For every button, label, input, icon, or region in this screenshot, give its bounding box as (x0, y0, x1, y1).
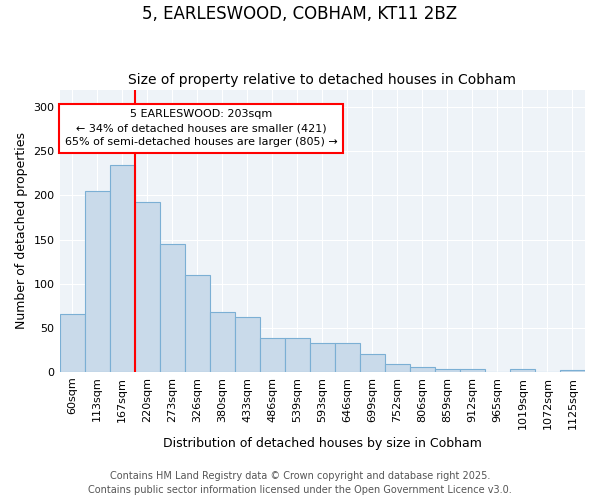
Text: Contains HM Land Registry data © Crown copyright and database right 2025.
Contai: Contains HM Land Registry data © Crown c… (88, 471, 512, 495)
Bar (360, 354, 385, 372)
Bar (285, 338, 310, 372)
Text: 5, EARLESWOOD, COBHAM, KT11 2BZ: 5, EARLESWOOD, COBHAM, KT11 2BZ (142, 5, 458, 23)
Y-axis label: Number of detached properties: Number of detached properties (15, 132, 28, 329)
Bar (410, 368, 435, 372)
Bar (134, 202, 160, 372)
Bar (235, 317, 260, 372)
Bar (335, 342, 360, 372)
Bar (85, 191, 110, 372)
Bar (59, 314, 85, 372)
Bar (160, 244, 185, 372)
Bar (185, 275, 209, 372)
X-axis label: Distribution of detached houses by size in Cobham: Distribution of detached houses by size … (163, 437, 482, 450)
Text: 5 EARLESWOOD: 203sqm
← 34% of detached houses are smaller (421)
65% of semi-deta: 5 EARLESWOOD: 203sqm ← 34% of detached h… (65, 110, 338, 148)
Bar (310, 342, 335, 372)
Bar (435, 369, 460, 372)
Bar (385, 364, 410, 372)
Bar (510, 369, 535, 372)
Bar (209, 312, 235, 372)
Bar (110, 164, 134, 372)
Bar (560, 370, 585, 372)
Bar (460, 369, 485, 372)
Bar (260, 338, 285, 372)
Title: Size of property relative to detached houses in Cobham: Size of property relative to detached ho… (128, 73, 516, 87)
